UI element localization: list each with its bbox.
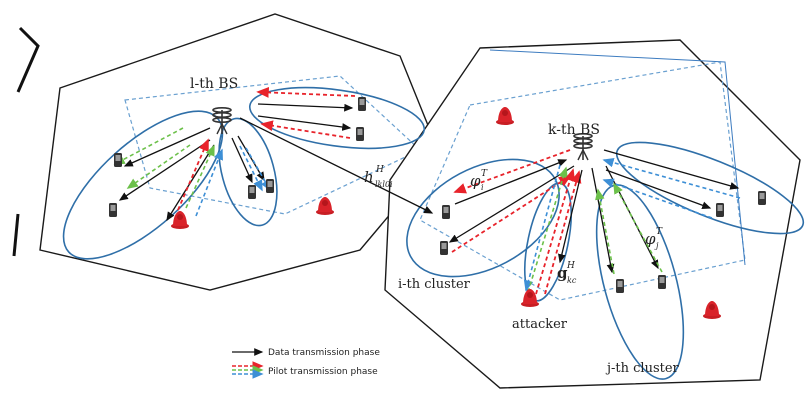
l-th-bs-icon bbox=[212, 107, 232, 135]
svg-text:H: H bbox=[566, 261, 575, 271]
i-th-cluster-label: i-th cluster bbox=[398, 277, 471, 292]
svg-text:lkl0i: lkl0i bbox=[375, 180, 393, 189]
attacker-icon bbox=[316, 197, 334, 215]
phi-j-label: φ T j bbox=[645, 227, 663, 250]
ue-icon bbox=[114, 153, 122, 167]
l-th-dashed-region bbox=[124, 75, 422, 215]
svg-text:T: T bbox=[656, 227, 663, 237]
left-cell-fragment bbox=[16, 26, 40, 93]
h-channel-label: h H lkl0i bbox=[364, 165, 393, 189]
svg-text:kc: kc bbox=[567, 276, 577, 285]
svg-text:g: g bbox=[557, 264, 568, 282]
svg-text:j: j bbox=[654, 241, 659, 250]
cross-cell-channel bbox=[239, 117, 434, 214]
legend-data-label: Data transmission phase bbox=[268, 348, 380, 358]
cluster-l-top bbox=[248, 86, 426, 150]
left-cell-fragment-lower bbox=[12, 213, 20, 257]
j-th-cluster-label: j-th cluster bbox=[605, 361, 680, 376]
svg-text:T: T bbox=[481, 169, 488, 179]
ue-icon bbox=[356, 127, 364, 141]
ue-icon bbox=[248, 185, 256, 199]
svg-text:h: h bbox=[364, 168, 374, 186]
ue-icon bbox=[716, 203, 724, 217]
g-channel-label: g H kc bbox=[557, 261, 577, 285]
ue-icon bbox=[758, 191, 766, 205]
ue-icon bbox=[616, 279, 624, 293]
ue-icon bbox=[109, 203, 117, 217]
svg-text:i: i bbox=[481, 183, 484, 192]
cluster-l-middle bbox=[218, 117, 278, 227]
svg-text:φ: φ bbox=[645, 230, 656, 248]
attacker-label: attacker bbox=[512, 317, 568, 332]
k-th-dashed-region bbox=[419, 61, 746, 301]
l-th-cell bbox=[39, 13, 441, 291]
ue-icon bbox=[658, 275, 666, 289]
ue-icon bbox=[358, 97, 366, 111]
phi-i-label: φ T i bbox=[470, 169, 488, 192]
ue-icon bbox=[266, 179, 274, 193]
l-th-bs-label: l-th BS bbox=[190, 76, 238, 92]
ue-icon bbox=[440, 241, 448, 255]
ue-icon bbox=[442, 205, 450, 219]
legend-pilot-label: Pilot transmission phase bbox=[268, 367, 378, 377]
k-th-bs-label: k-th BS bbox=[548, 122, 600, 138]
svg-text:φ: φ bbox=[470, 172, 481, 190]
k-th-cell bbox=[384, 39, 801, 389]
svg-text:H: H bbox=[375, 165, 384, 175]
legend: Data transmission phase Pilot transmissi… bbox=[232, 348, 380, 379]
cluster-k-right bbox=[615, 141, 805, 235]
